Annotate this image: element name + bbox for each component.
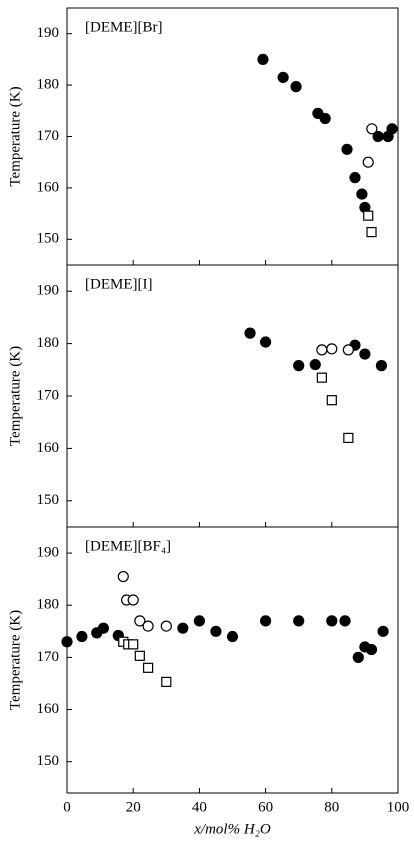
x-tick-label: 80 — [324, 799, 339, 815]
square-marker — [366, 227, 377, 238]
plot-frame — [66, 526, 399, 794]
open-marker — [342, 344, 354, 356]
y-axis-label: Temperature (K) — [7, 610, 23, 710]
filled-marker — [193, 615, 205, 627]
y-tick-label: 150 — [37, 492, 60, 508]
square-marker — [134, 650, 145, 661]
y-tick-label: 180 — [37, 77, 60, 93]
square-marker — [316, 372, 327, 383]
square-marker — [161, 676, 172, 688]
panel-label: [DEME][I] — [85, 276, 152, 292]
square-marker — [343, 432, 354, 444]
open-marker — [366, 123, 378, 135]
filled-marker — [210, 625, 222, 637]
y-tick-label: 150 — [37, 231, 60, 247]
y-tick-label: 150 — [37, 753, 60, 769]
x-axis-label: x/mol% H₂O — [193, 821, 271, 837]
y-tick-label: 160 — [37, 440, 60, 456]
x-tick-label: 40 — [192, 799, 207, 815]
filled-marker — [309, 358, 321, 371]
filled-marker — [339, 615, 351, 627]
y-tick-label: 170 — [37, 649, 60, 665]
plot-frame — [66, 7, 399, 266]
filled-marker — [293, 615, 305, 627]
filled-marker — [293, 360, 305, 372]
filled-marker — [277, 71, 289, 83]
filled-marker — [352, 651, 364, 663]
open-marker — [127, 594, 139, 606]
square-marker — [142, 662, 154, 673]
filled-marker — [177, 622, 189, 634]
panel-label: [DEME][BF₄] — [85, 538, 171, 554]
y-axis-label: Temperature (K) — [7, 346, 23, 446]
filled-marker — [290, 81, 302, 93]
y-tick-label: 190 — [37, 545, 60, 561]
square-marker — [128, 639, 139, 650]
filled-marker — [356, 188, 368, 200]
filled-marker — [377, 625, 389, 637]
y-tick-label: 180 — [37, 335, 60, 351]
open-marker — [362, 156, 374, 168]
y-axis-label: Temperature (K) — [7, 86, 23, 186]
square-marker — [326, 395, 337, 406]
y-tick-label: 170 — [37, 128, 60, 144]
filled-marker — [359, 348, 371, 360]
filled-marker — [375, 360, 388, 372]
plot-frame — [66, 264, 399, 528]
filled-marker — [260, 615, 272, 627]
filled-marker — [260, 336, 272, 348]
y-tick-label: 160 — [37, 179, 60, 195]
y-tick-label: 160 — [37, 701, 60, 717]
filled-marker — [61, 636, 73, 648]
x-tick-label: 60 — [258, 799, 273, 815]
y-tick-label: 190 — [37, 25, 60, 41]
filled-marker — [76, 630, 88, 643]
open-marker — [160, 620, 172, 632]
x-tick-label: 20 — [126, 799, 141, 815]
filled-marker — [226, 630, 239, 643]
filled-marker — [257, 53, 269, 66]
filled-marker — [97, 622, 110, 634]
y-tick-label: 180 — [37, 597, 60, 613]
filled-marker — [326, 615, 338, 627]
filled-marker — [349, 172, 361, 184]
open-marker — [117, 570, 129, 583]
square-marker — [363, 210, 374, 221]
panel-label: [DEME][Br] — [85, 19, 162, 35]
open-marker — [326, 343, 338, 355]
filled-marker — [319, 112, 331, 125]
x-tick-label: 100 — [387, 799, 410, 815]
filled-marker — [341, 143, 353, 155]
y-tick-label: 190 — [37, 283, 60, 299]
x-tick-label: 0 — [63, 799, 71, 815]
open-marker — [316, 344, 328, 356]
open-marker — [134, 615, 146, 627]
y-tick-label: 170 — [37, 387, 60, 403]
filled-marker — [365, 643, 378, 656]
filled-marker — [386, 123, 398, 135]
filled-marker — [244, 327, 256, 339]
open-marker — [142, 620, 154, 632]
